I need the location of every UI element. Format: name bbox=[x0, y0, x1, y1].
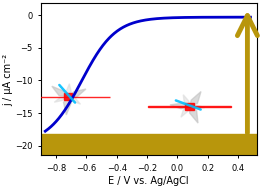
Polygon shape bbox=[181, 107, 190, 117]
Bar bbox=[185, 103, 194, 110]
Polygon shape bbox=[190, 107, 198, 123]
Polygon shape bbox=[63, 97, 71, 115]
Polygon shape bbox=[190, 91, 201, 107]
Bar bbox=[41, 134, 257, 155]
Polygon shape bbox=[68, 97, 81, 104]
Polygon shape bbox=[170, 103, 190, 109]
Bar bbox=[148, 106, 231, 107]
Polygon shape bbox=[190, 105, 205, 109]
Polygon shape bbox=[68, 89, 86, 97]
Polygon shape bbox=[52, 86, 68, 97]
X-axis label: E / V vs. Ag/AgCl: E / V vs. Ag/AgCl bbox=[108, 176, 189, 186]
Y-axis label: j / μA cm⁻²: j / μA cm⁻² bbox=[3, 53, 14, 105]
Polygon shape bbox=[66, 84, 71, 97]
Polygon shape bbox=[54, 97, 68, 102]
Polygon shape bbox=[183, 95, 190, 107]
Bar bbox=[64, 94, 72, 100]
